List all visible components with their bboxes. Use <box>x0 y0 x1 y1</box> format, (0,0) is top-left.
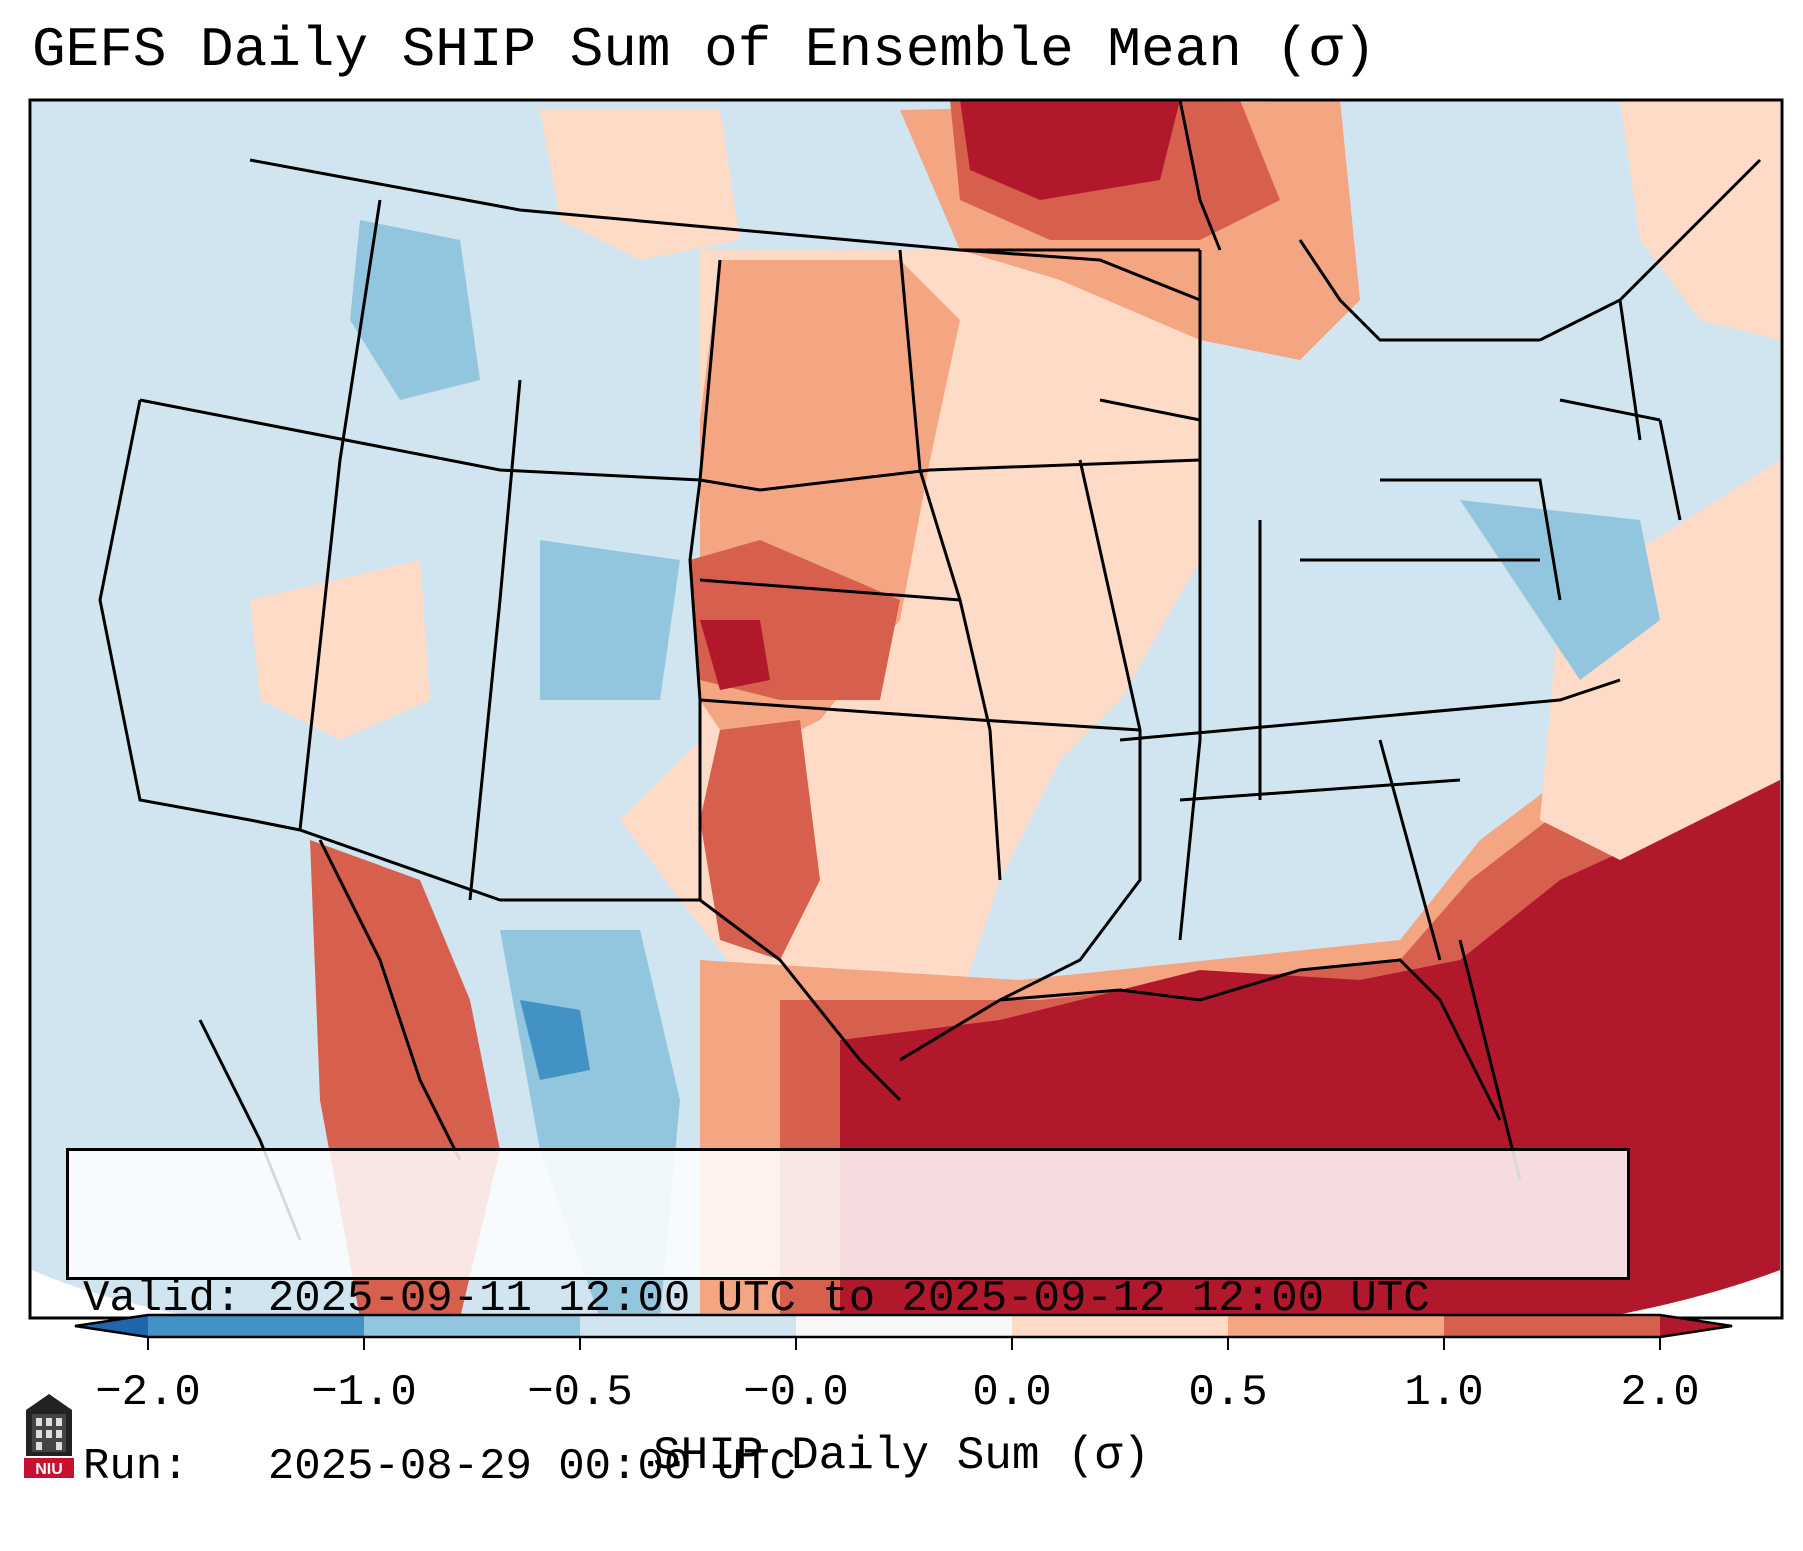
region-atlantic-orange <box>1540 460 1780 860</box>
colorbar-tick-label: −0.0 <box>743 1368 849 1418</box>
colorbar-tick-label: −1.0 <box>311 1368 417 1418</box>
colorbar-bin-4 <box>796 1315 1012 1337</box>
colorbar-bin-7 <box>1444 1315 1660 1337</box>
colorbar-tick-label: 2.0 <box>1620 1368 1700 1418</box>
valid-run-info-box: Valid: 2025-09-11 12:00 UTC to 2025-09-1… <box>66 1148 1630 1492</box>
niu-logo-icon: NIU <box>24 1394 74 1478</box>
logo-text: NIU <box>35 1461 63 1478</box>
colorbar <box>74 1313 1733 1350</box>
region-idaho-blue <box>350 220 480 400</box>
region-mt-tan <box>540 110 740 260</box>
colorbar-bin-3 <box>580 1315 796 1337</box>
colorbar-tick-labels: −2.0 −1.0 −0.5 −0.0 0.0 0.5 1.0 2.0 <box>0 1368 1803 1418</box>
colorbar-bin-1 <box>148 1315 364 1337</box>
colorbar-tick-label: 0.0 <box>972 1368 1052 1418</box>
colorbar-label: SHIP Daily Sum (σ) <box>653 1430 1150 1482</box>
colorbar-bin-5 <box>1012 1315 1228 1337</box>
colorbar-tick-label: 0.5 <box>1188 1368 1268 1418</box>
map-title: GEFS Daily SHIP Sum of Ensemble Mean (σ) <box>32 18 1377 82</box>
region-canada-darkred <box>960 100 1180 200</box>
region-kansas-darkred <box>700 620 770 690</box>
colorbar-extend-high <box>1660 1315 1732 1337</box>
region-colorado-blue <box>540 540 680 700</box>
run-time-text: Run: 2025-08-29 00:00 UTC <box>83 1442 796 1492</box>
colorbar-tick-label: −0.5 <box>527 1368 633 1418</box>
colorbar-extend-low <box>75 1315 148 1337</box>
region-mexico-deepblue <box>520 1000 590 1080</box>
region-west-tan <box>250 560 430 740</box>
colorbar-tick-label: −2.0 <box>95 1368 201 1418</box>
colorbar-tick-label: 1.0 <box>1404 1368 1484 1418</box>
colorbar-tick-marks <box>147 1337 1661 1350</box>
region-texas-red <box>700 720 820 960</box>
colorbar-bin-6 <box>1228 1315 1444 1337</box>
region-midatlantic-blue <box>1460 500 1660 680</box>
boundary-lines <box>98 100 1762 1241</box>
colorbar-bin-2 <box>364 1315 580 1337</box>
